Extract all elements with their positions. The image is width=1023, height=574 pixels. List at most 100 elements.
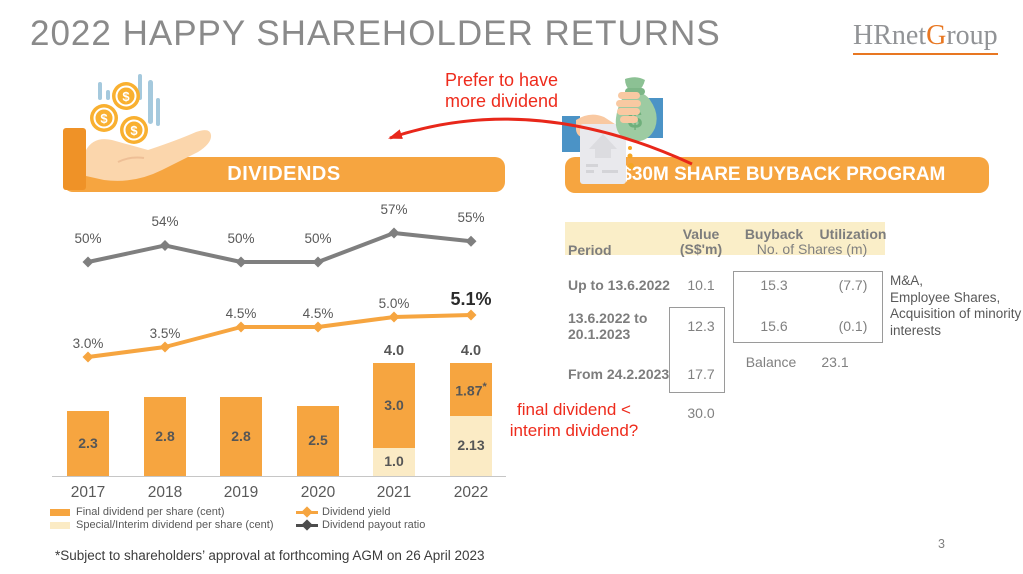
bar-segment-special-2022 <box>450 415 492 476</box>
header-buyback: Buyback <box>744 226 804 242</box>
bar-value-label-final-2017: 2.3 <box>78 434 98 451</box>
side-note-line: M&A, <box>890 273 924 288</box>
dividend-yield-line-marker <box>312 321 324 333</box>
bar-total-label-2021: 4.0 <box>383 343 405 360</box>
asterisk-marker: * <box>482 380 487 393</box>
buyback-table: Period Value (S$'m) Buyback Utilization No. o… <box>560 215 1023 480</box>
header-shares-unit: No. of Shares (m) <box>756 241 868 257</box>
svg-text:$: $ <box>130 123 138 138</box>
hrnetgroup-logo: HRnetGroup <box>853 20 998 55</box>
dividend-yield-line-marker <box>465 309 477 321</box>
dividends-chart: 2.3 2017 2.8 2018 2.8 2019 2.5 2020 1.0 3.0 4.0 202… <box>50 202 512 540</box>
legend-swatch-1 <box>50 522 70 529</box>
bar-value-label-final-2020: 2.5 <box>308 431 328 448</box>
logo-text-roup: roup <box>946 20 998 51</box>
dividend-yield-label-5: 5.1% <box>450 289 492 309</box>
legend-label-0: Final dividend per share (cent) <box>76 506 225 518</box>
row-1-buyback: 15.6 <box>760 318 788 334</box>
dividend-yield-label-3: 4.5% <box>302 306 334 321</box>
bar-value-label-final-2018: 2.8 <box>155 427 175 444</box>
x-axis-label-2021: 2021 <box>376 484 412 501</box>
legend-label-2: Dividend yield <box>322 506 391 518</box>
payout-ratio-line-marker <box>465 235 477 247</box>
dividend-yield-line-marker <box>159 341 171 353</box>
side-note-line: interests <box>890 322 942 338</box>
payout-ratio-line-marker <box>82 256 94 268</box>
balance-value: 23.1 <box>821 354 849 370</box>
bar-segment-final-2018 <box>144 397 186 476</box>
header-utilization: Utilization <box>819 226 887 242</box>
payout-ratio-line <box>87 231 472 264</box>
dividend-yield-label-0: 3.0% <box>72 336 104 351</box>
header-value: Value <box>682 226 720 242</box>
row-1-value: 12.3 <box>687 318 715 334</box>
svg-text:$: $ <box>122 89 130 104</box>
chart-lines <box>82 227 477 363</box>
page-number: 3 <box>938 537 945 551</box>
x-axis-label-2019: 2019 <box>223 484 259 501</box>
dividend-yield-line-marker <box>388 311 400 323</box>
bar-segment-final-2022 <box>450 363 492 416</box>
x-axis <box>52 476 506 477</box>
dividend-yield-label-2: 4.5% <box>225 306 257 321</box>
logo-text-g: G <box>926 20 947 51</box>
annotation-line: Prefer to have <box>444 70 559 90</box>
dividend-yield-line-marker <box>82 351 94 363</box>
value-box <box>669 307 725 393</box>
bar-value-label-final-2022: 1.87* <box>455 380 487 399</box>
bar-segment-final-2017 <box>67 411 109 476</box>
row-1-period: 20.1.2023 <box>568 326 631 342</box>
payout-ratio-line-marker <box>312 256 324 268</box>
legend-label-3: Dividend payout ratio <box>322 519 426 531</box>
bar-value-label-final-2019: 2.8 <box>231 427 251 444</box>
table-header-band <box>565 222 885 255</box>
payout-ratio-line-marker <box>159 239 171 251</box>
annotation-final-vs-interim: final dividend < interim dividend? <box>490 399 658 441</box>
row-0-value: 10.1 <box>687 277 715 293</box>
annotation-prefer-dividend: Prefer to have more dividend <box>419 70 584 112</box>
row-2-period: From 24.2.2023 <box>568 366 670 382</box>
logo-text-hrnet: HRnet <box>853 20 927 51</box>
header-value-unit: (S$'m) <box>679 241 723 257</box>
bar-value-label-special-2021: 1.0 <box>384 452 404 469</box>
bar-value-label-final-2021: 3.0 <box>384 396 404 413</box>
table-side-note: M&A, Employee Shares, Acquisition of minor… <box>890 273 1021 339</box>
legend-label-1: Special/Interim dividend per share (cent… <box>76 519 274 531</box>
page-title: 2022 HAPPY SHAREHOLDER RETURNS <box>30 14 721 53</box>
x-axis-label-2017: 2017 <box>70 484 106 501</box>
annotation-line: final dividend < <box>517 400 631 419</box>
total-value: 30.0 <box>687 405 715 421</box>
bar-total-label-2022: 4.0 <box>460 343 482 360</box>
row-0-utilization: (7.7) <box>838 277 868 293</box>
bar-segment-final-2020 <box>297 405 339 476</box>
row-0-period: Up to 13.6.2022 <box>568 277 670 293</box>
footnote: *Subject to shareholders’ approval at fo… <box>55 548 485 563</box>
dividend-yield-line-marker <box>235 321 247 333</box>
x-axis-label-2020: 2020 <box>300 484 336 501</box>
payout-ratio-label-4: 57% <box>380 202 408 218</box>
side-note-line: Employee Shares, <box>890 289 1001 305</box>
row-2-value: 17.7 <box>687 366 715 382</box>
coins-in-hand-icon: $ $ $ <box>63 74 212 190</box>
row-1-utilization: (0.1) <box>838 318 868 334</box>
balance-label: Balance <box>745 354 797 370</box>
bar-value-label-special-2022: 2.13 <box>457 436 485 453</box>
legend-swatch-0 <box>50 509 70 516</box>
svg-text:$: $ <box>100 111 108 126</box>
dividend-yield-label-1: 3.5% <box>149 326 181 341</box>
bar-segment-final-2021 <box>373 363 415 448</box>
payout-ratio-line-marker <box>388 227 400 239</box>
bar-segment-special-2021 <box>373 447 415 476</box>
row-1-period: 13.6.2022 to <box>568 310 648 326</box>
payout-ratio-label-0: 50% <box>74 231 102 246</box>
header-period: Period <box>568 242 612 258</box>
x-axis-label-2018: 2018 <box>147 484 183 501</box>
annotation-line: interim dividend? <box>509 421 639 440</box>
bar-segment-final-2019 <box>220 397 262 476</box>
row-0-buyback: 15.3 <box>760 277 788 293</box>
dividend-yield-line <box>87 313 472 359</box>
payout-ratio-label-1: 54% <box>151 214 179 230</box>
buyback-utilization-box <box>733 271 883 343</box>
payout-ratio-line-marker <box>235 256 247 268</box>
